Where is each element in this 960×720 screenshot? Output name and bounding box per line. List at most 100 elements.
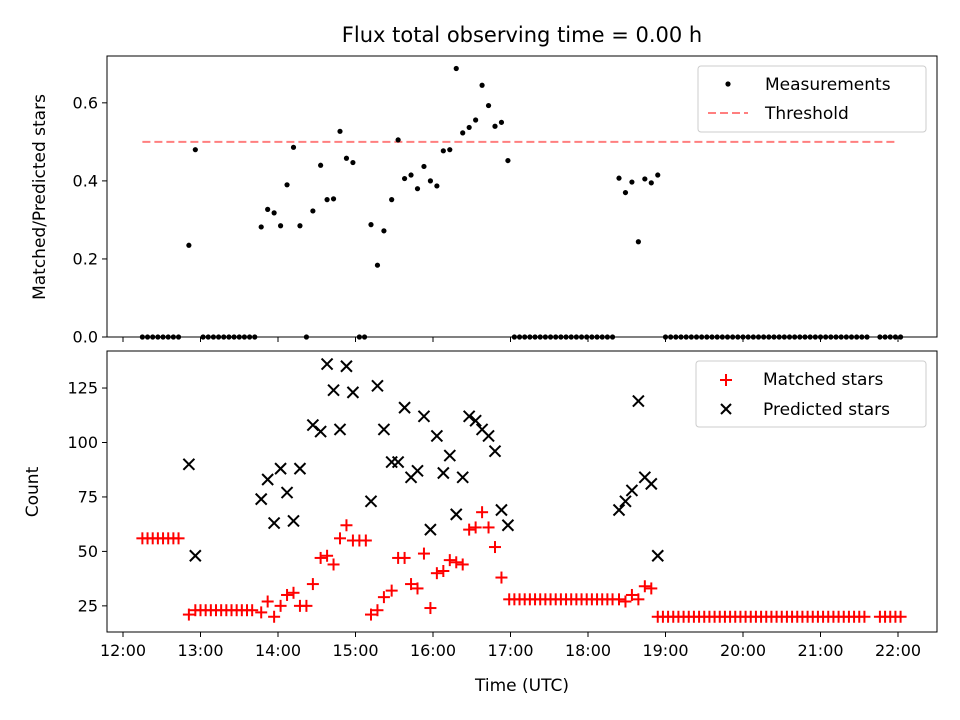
predicted-stars-point xyxy=(632,394,645,408)
matched-stars-point xyxy=(476,506,489,519)
measurement-point xyxy=(642,176,648,182)
predicted-stars-point xyxy=(391,455,405,469)
matched-stars-point xyxy=(456,558,469,571)
predicted-stars-point xyxy=(255,492,268,506)
x-tick-label: 21:00 xyxy=(797,641,843,660)
matched-stars-point xyxy=(377,591,390,604)
predicted-stars-point xyxy=(320,357,334,371)
measurement-point xyxy=(271,210,277,216)
measurement-point xyxy=(343,155,350,161)
top-x-axis-ticks xyxy=(122,337,899,342)
measurement-point xyxy=(318,162,324,168)
matched-stars-point xyxy=(619,595,632,608)
measurement-point xyxy=(408,172,414,178)
predicted-stars-point xyxy=(501,519,515,532)
top-legend: Measurements Threshold xyxy=(697,65,927,133)
measurement-point xyxy=(389,197,395,203)
predicted-stars-point xyxy=(645,477,658,491)
matched-stars-point xyxy=(287,586,300,599)
predicted-stars-point xyxy=(327,384,340,397)
measurement-point xyxy=(616,175,622,181)
matched-stars-point xyxy=(405,578,418,591)
predicted-stars-point xyxy=(411,464,424,478)
predicted-stars-point xyxy=(340,360,353,373)
matched-stars-point xyxy=(365,608,377,621)
predicted-stars-point xyxy=(371,379,384,393)
measurement-point xyxy=(440,148,446,154)
x-tick-label: 18:00 xyxy=(565,641,611,660)
measurement-point xyxy=(284,182,290,188)
y-tick-label: 0.4 xyxy=(73,171,98,190)
measurement-point xyxy=(277,223,284,229)
predicted-stars-legend-marker xyxy=(720,403,732,415)
predicted-stars-point xyxy=(619,495,632,508)
measurement-point xyxy=(414,186,421,192)
predicted-stars-point xyxy=(182,458,196,471)
measurement-point xyxy=(258,224,264,230)
top-y-axis-label: Matched/Predicted stars xyxy=(30,94,50,300)
predicted-stars-point xyxy=(424,523,437,536)
matched-stars-point xyxy=(443,554,456,567)
predicted-stars-point xyxy=(274,462,287,475)
chart-title: Flux total observing time = 0.00 h xyxy=(342,23,702,47)
matched-stars-point xyxy=(469,521,482,534)
bottom-plot-area xyxy=(136,357,907,623)
matched-stars-point xyxy=(340,519,353,532)
predicted-stars-legend-label: Predicted stars xyxy=(763,400,890,420)
measurement-point xyxy=(290,144,297,150)
y-tick-label: 100 xyxy=(67,433,98,452)
measurement-point xyxy=(447,147,453,153)
matched-stars-point xyxy=(645,582,658,595)
matched-stars-point xyxy=(858,610,871,623)
matched-stars-legend-marker xyxy=(720,374,732,386)
measurement-point xyxy=(381,228,387,234)
measurement-point xyxy=(395,137,401,143)
matched-stars-point xyxy=(495,571,508,584)
predicted-stars-point xyxy=(314,425,327,438)
matched-stars-point xyxy=(274,599,287,612)
matched-stars-point xyxy=(172,532,185,545)
y-tick-label: 75 xyxy=(78,487,98,506)
matched-stars-point xyxy=(613,593,625,606)
predicted-stars-point xyxy=(443,449,456,462)
predicted-stars-point xyxy=(346,386,360,399)
predicted-stars-point xyxy=(398,401,411,414)
x-tick-label: 16:00 xyxy=(410,641,456,660)
matched-stars-point xyxy=(489,541,501,554)
y-tick-label: 125 xyxy=(67,379,98,398)
top-legend-box xyxy=(697,65,927,133)
predicted-stars-point xyxy=(450,508,463,521)
measurements-legend-marker xyxy=(725,81,731,87)
measurement-point xyxy=(622,189,629,196)
bottom-y-axis-label: Count xyxy=(23,466,43,517)
predicted-stars-point xyxy=(333,423,347,436)
predicted-stars-point xyxy=(456,471,469,484)
x-axis-label: Time (UTC) xyxy=(474,676,569,696)
measurement-point xyxy=(421,163,427,170)
matched-stars-point xyxy=(359,534,372,547)
x-tick-label: 20:00 xyxy=(720,641,766,660)
measurement-point xyxy=(648,180,654,186)
matched-stars-point xyxy=(482,521,495,534)
matched-stars-point xyxy=(334,532,346,545)
predicted-stars-point xyxy=(437,466,450,480)
matched-stars-point xyxy=(463,523,476,536)
predicted-stars-point xyxy=(612,503,626,517)
measurement-point xyxy=(479,82,485,88)
measurement-point xyxy=(473,117,479,123)
y-tick-label: 0.0 xyxy=(73,328,98,347)
matched-stars-point xyxy=(327,558,340,571)
matched-stars-point xyxy=(411,582,424,595)
measurement-point xyxy=(492,123,498,129)
matched-stars-point xyxy=(314,551,327,564)
predicted-stars-point xyxy=(287,514,300,528)
predicted-stars-point xyxy=(430,429,444,443)
matched-stars-point xyxy=(371,604,384,617)
top-axes-frame xyxy=(106,55,938,338)
bottom-x-axis: 12:00 13:00 14:00 15:00 16:00 17:00 18:00 19:00… xyxy=(100,632,921,660)
predicted-stars-point xyxy=(377,423,391,436)
measurement-point xyxy=(460,130,466,136)
matched-stars-point xyxy=(625,588,638,601)
matched-stars-point xyxy=(385,584,398,597)
matched-stars-point xyxy=(321,549,334,562)
